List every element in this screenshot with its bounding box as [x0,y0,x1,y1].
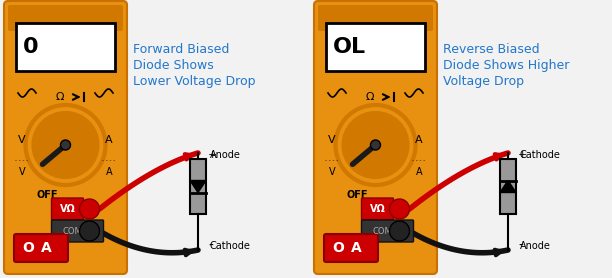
Circle shape [80,199,100,219]
Text: Cathode: Cathode [210,241,251,251]
Bar [16,23,115,71]
Text: A: A [415,135,423,145]
Circle shape [389,221,409,241]
Circle shape [61,140,70,150]
Text: Reverse Biased: Reverse Biased [443,43,540,56]
Text: Lower Voltage Drop: Lower Voltage Drop [133,75,255,88]
Text: V: V [329,167,335,177]
FancyBboxPatch shape [318,5,433,31]
Text: +: + [208,150,217,160]
Text: O: O [22,241,34,255]
Circle shape [80,221,100,241]
Text: OL: OL [333,37,366,57]
FancyBboxPatch shape [8,5,123,31]
Text: A: A [351,241,361,255]
Text: COM: COM [62,227,83,235]
Bar [190,159,206,214]
Text: OFF: OFF [347,190,368,200]
Text: Ω: Ω [55,92,64,102]
Text: V: V [19,167,25,177]
FancyBboxPatch shape [51,198,83,220]
Text: OFF: OFF [37,190,58,200]
Text: Forward Biased: Forward Biased [133,43,230,56]
FancyBboxPatch shape [314,1,437,274]
Circle shape [32,112,99,178]
FancyBboxPatch shape [324,234,378,262]
Text: A: A [105,135,113,145]
FancyBboxPatch shape [4,1,127,274]
Text: - - - -: - - - - [412,158,425,163]
FancyBboxPatch shape [51,220,103,242]
Text: V: V [18,135,26,145]
Polygon shape [500,180,516,192]
Text: COM: COM [373,227,392,235]
Circle shape [343,112,408,178]
Text: Voltage Drop: Voltage Drop [443,75,524,88]
Text: A: A [106,167,113,177]
Text: V: V [328,135,336,145]
Text: Ω: Ω [365,92,374,102]
Text: - - - -: - - - - [15,158,29,163]
FancyBboxPatch shape [14,234,68,262]
Text: Diode Shows: Diode Shows [133,59,214,72]
Text: Anode: Anode [210,150,241,160]
Circle shape [335,105,416,185]
Text: +: + [518,150,528,160]
Bar [500,159,516,214]
Text: -: - [518,239,523,253]
Circle shape [370,140,381,150]
Text: O: O [332,241,344,255]
Text: -: - [208,239,213,253]
Bar [326,23,425,71]
Text: 0: 0 [23,37,39,57]
Text: A: A [416,167,422,177]
Polygon shape [190,180,206,192]
FancyBboxPatch shape [362,220,414,242]
Text: Diode Shows Higher: Diode Shows Higher [443,59,569,72]
Text: Anode: Anode [520,241,551,251]
Text: - - - -: - - - - [102,158,116,163]
Text: - - - -: - - - - [326,158,338,163]
FancyBboxPatch shape [362,198,394,220]
Text: Cathode: Cathode [520,150,561,160]
Text: VΩ: VΩ [59,204,75,214]
Circle shape [389,199,409,219]
Text: A: A [40,241,51,255]
Circle shape [26,105,105,185]
Text: VΩ: VΩ [370,204,386,214]
